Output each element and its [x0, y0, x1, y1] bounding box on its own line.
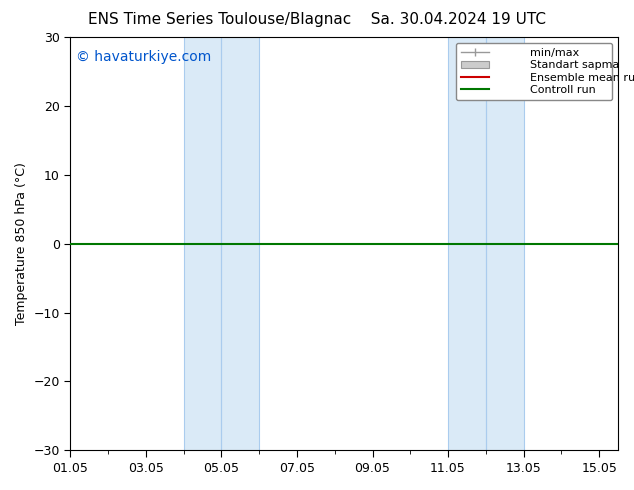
Bar [448, 37, 486, 450]
Text: © havaturkiye.com: © havaturkiye.com [76, 49, 211, 64]
Bar [486, 37, 524, 450]
Bar [221, 37, 259, 450]
Text: ENS Time Series Toulouse/Blagnac    Sa. 30.04.2024 19 UTC: ENS Time Series Toulouse/Blagnac Sa. 30.… [88, 12, 546, 27]
Y-axis label: Temperature 850 hPa (°C): Temperature 850 hPa (°C) [15, 162, 28, 325]
Bar [184, 37, 221, 450]
Legend: min/max, Standart sapma, Ensemble mean run, Controll run: min/max, Standart sapma, Ensemble mean r… [456, 43, 612, 100]
Title: ENS Time Series Toulouse/Blagnac    Sa. 30.04.2024 19 UTC: ENS Time Series Toulouse/Blagnac Sa. 30.… [0, 489, 1, 490]
